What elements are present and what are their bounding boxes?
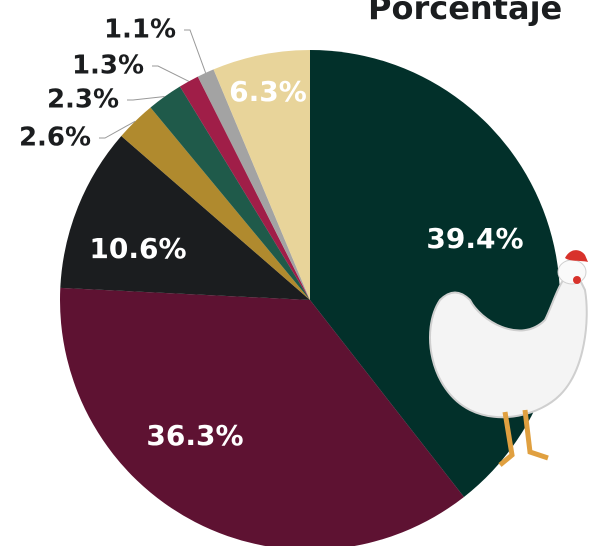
leader-line [152,66,189,81]
chart-title: Porcentaje [368,0,562,27]
chart: Porcentaje 39.4% 36.3% 10.6% 2.6% 2.3% 1.3% 1.… [0,0,590,546]
data-label: 10.6% [89,232,186,265]
data-label: 2.6% [19,123,91,153]
pie: 39.4% 36.3% 10.6% 2.6% 2.3% 1.3% 1.1% 6.3% [19,15,560,546]
leader-line [127,96,165,100]
data-label: 36.3% [146,419,243,452]
data-label: 6.3% [229,75,307,108]
page: Porcentaje 39.4% 36.3% 10.6% 2.6% 2.3% 1.3% 1.… [0,0,590,546]
data-label: 1.3% [72,51,144,81]
data-label: 39.4% [426,222,523,255]
data-label: 2.3% [47,85,119,115]
data-label: 1.1% [104,15,176,45]
leader-line [184,30,206,73]
